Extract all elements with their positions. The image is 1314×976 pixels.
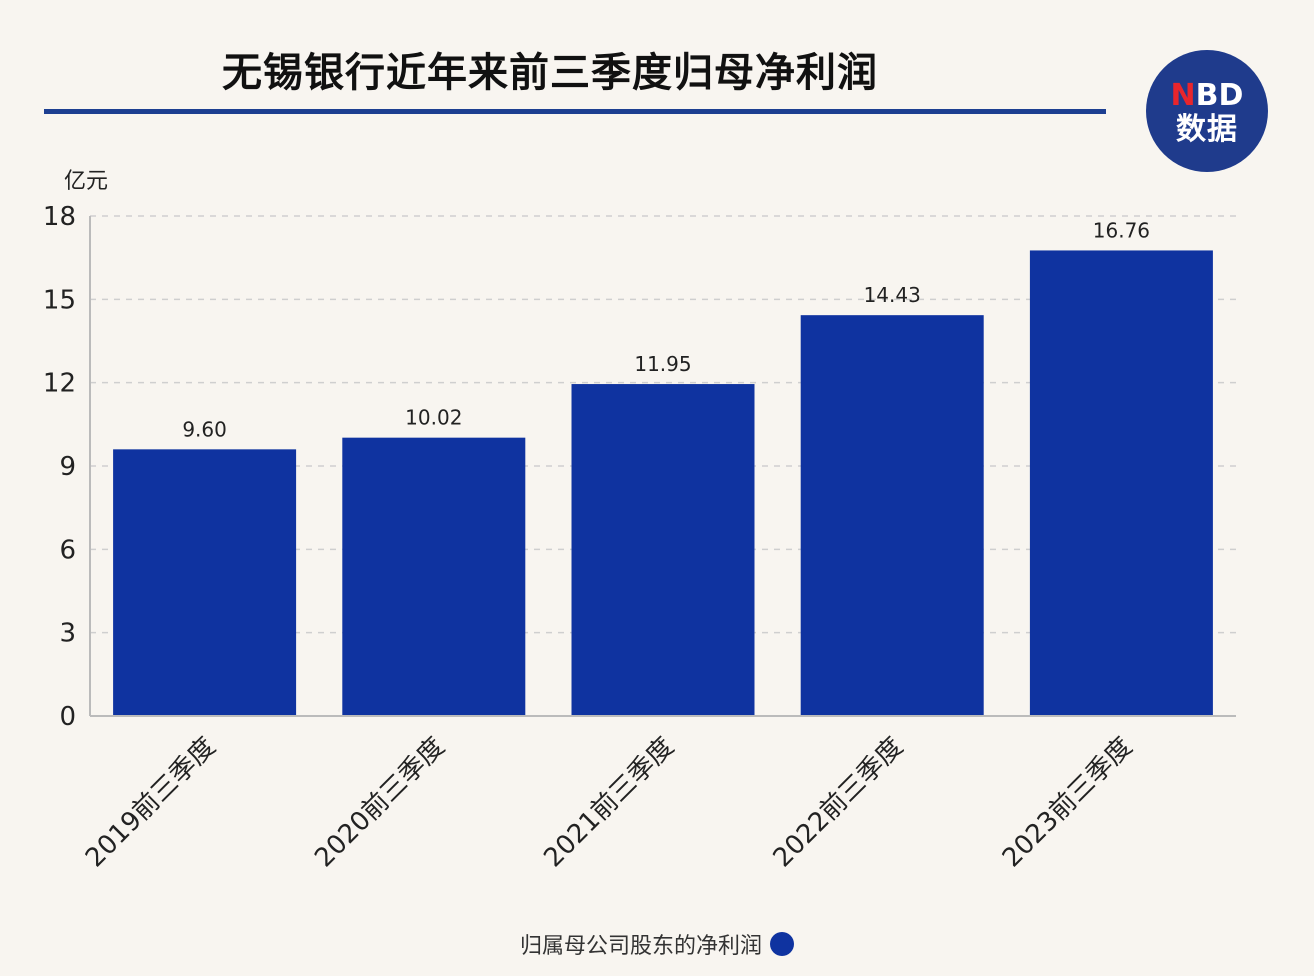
y-tick-label: 12 xyxy=(43,369,76,399)
legend-swatch xyxy=(770,932,794,956)
data-labels: 9.60 10.02 11.95 14.43 16.76 xyxy=(182,218,1150,441)
legend: 归属母公司股东的净利润 xyxy=(0,928,1314,960)
data-label: 11.95 xyxy=(634,352,691,376)
logo-n: N xyxy=(1170,78,1196,113)
title-rule xyxy=(44,109,1106,114)
y-tick-labels: 0 3 6 9 12 15 18 xyxy=(43,202,76,732)
logo-data-text: 数据 xyxy=(1176,112,1238,147)
data-label: 14.43 xyxy=(864,283,921,307)
data-label: 16.76 xyxy=(1093,218,1150,242)
y-axis-unit: 亿元 xyxy=(64,169,108,194)
data-label: 9.60 xyxy=(182,417,227,441)
nbd-logo: NBD 数据 xyxy=(1146,50,1268,172)
x-tick-label: 2023前三季度 xyxy=(997,732,1139,874)
x-tick-label: 2022前三季度 xyxy=(768,732,910,874)
bar xyxy=(342,437,526,716)
y-tick-label: 18 xyxy=(43,202,76,232)
bar xyxy=(1029,250,1213,716)
logo-bd: BD xyxy=(1195,78,1244,113)
y-tick-label: 3 xyxy=(59,619,76,649)
bars xyxy=(113,250,1213,716)
data-label: 10.02 xyxy=(405,406,462,430)
chart-title: 无锡银行近年来前三季度归母净利润 xyxy=(222,50,878,96)
x-tick-label: 2021前三季度 xyxy=(538,732,680,874)
bar xyxy=(571,384,755,716)
x-tick-label: 2019前三季度 xyxy=(80,732,222,874)
bar xyxy=(800,315,984,716)
y-tick-label: 0 xyxy=(59,702,76,732)
y-tick-label: 9 xyxy=(59,452,76,482)
bar xyxy=(113,449,297,716)
x-tick-labels: 2019前三季度 2020前三季度 2021前三季度 2022前三季度 2023前三季度 xyxy=(80,732,1138,874)
legend-label: 归属母公司股东的净利润 xyxy=(519,934,762,959)
x-tick-label: 2020前三季度 xyxy=(309,732,451,874)
y-tick-label: 15 xyxy=(43,285,76,315)
y-tick-label: 6 xyxy=(59,535,76,565)
